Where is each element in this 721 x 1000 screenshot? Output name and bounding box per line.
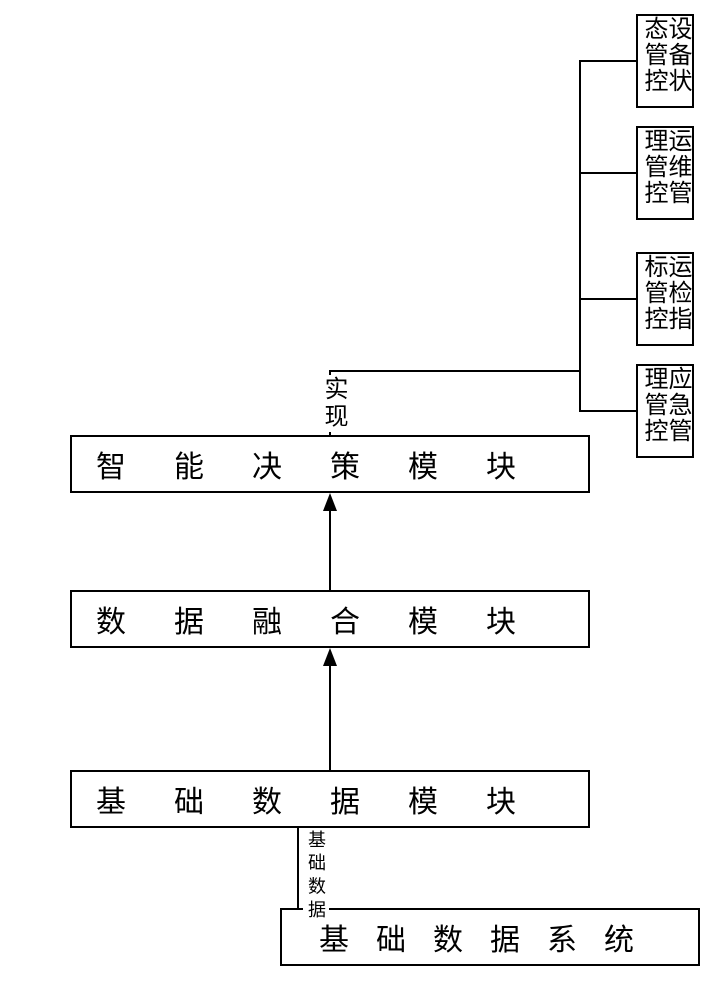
node-mod2-label: 数据融合模块 (96, 597, 564, 641)
out4-label: 应急管理管控 (641, 366, 689, 456)
out3-label: 运检指标管控 (641, 254, 689, 344)
node-out-inspection-index: 运检指标管控 (636, 252, 694, 346)
node-base-data-module: 基础数据模块 (70, 770, 590, 828)
arrow-mod1-to-mod2 (322, 648, 338, 770)
node-source-system: 基础数据系统 (280, 908, 700, 966)
edge-source-to-mod1-v (297, 828, 299, 908)
stub-out3 (579, 298, 636, 300)
node-out-device-status: 设备状态管控 (636, 14, 694, 108)
stub-out2 (579, 172, 636, 174)
node-mod3-label: 智能决策模块 (96, 442, 564, 486)
node-intelligent-decision-module: 智能决策模块 (70, 435, 590, 493)
arrow-mod2-to-mod3 (322, 493, 338, 590)
stub-out4 (579, 410, 636, 412)
node-data-fusion-module: 数据融合模块 (70, 590, 590, 648)
node-out-om-management: 运维管理管控 (636, 126, 694, 220)
node-source-label: 基础数据系统 (319, 915, 661, 959)
stub-out1 (579, 60, 636, 62)
bus-vertical (579, 60, 581, 412)
out1-label: 设备状态管控 (641, 16, 689, 106)
node-out-emergency: 应急管理管控 (636, 364, 694, 458)
edge-label-implement: 实现 (316, 375, 351, 432)
edge-label-basedata: 基础数据 (303, 830, 329, 924)
node-mod1-label: 基础数据模块 (96, 777, 564, 821)
out2-label: 运维管理管控 (641, 128, 689, 218)
bus-line (329, 370, 581, 372)
